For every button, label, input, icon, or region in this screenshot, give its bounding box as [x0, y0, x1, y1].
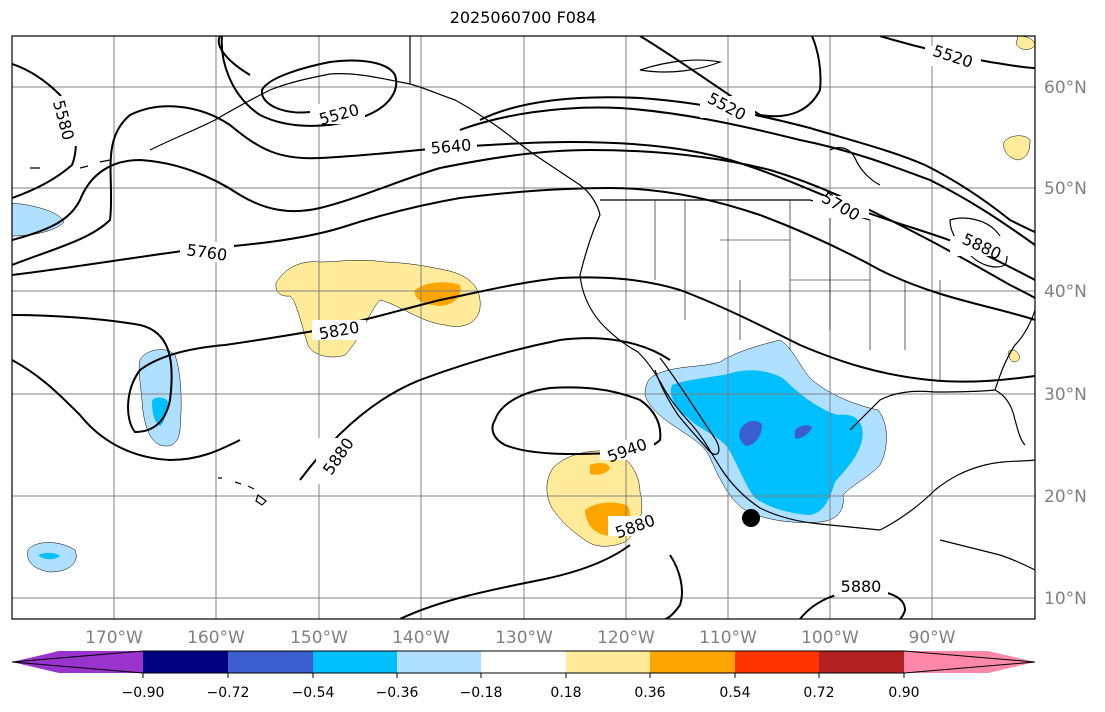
- colorbar-tick-label: −0.54: [292, 685, 335, 701]
- anomaly-shading: [12, 36, 1035, 573]
- gridlines: [12, 36, 1035, 619]
- colorbar-segment: [397, 651, 481, 673]
- lat-tick-label: 30°N: [1044, 385, 1087, 405]
- lon-tick-label: 170°W: [85, 628, 143, 648]
- coastlines: [30, 36, 1035, 571]
- lon-tick-label: 140°W: [392, 628, 450, 648]
- colorbar-tick-label: 0.90: [888, 685, 919, 701]
- colorbar-segment: [313, 651, 397, 673]
- lon-tick-label: 160°W: [187, 628, 245, 648]
- colorbar-segment: [566, 651, 650, 673]
- colorbar-segment: [819, 651, 904, 673]
- lat-tick-label: 20°N: [1044, 487, 1087, 507]
- colorbar-segment: [650, 651, 735, 673]
- colorbar-tick-label: 0.18: [550, 685, 581, 701]
- lon-tick-label: 120°W: [597, 628, 655, 648]
- lon-tick-label: 100°W: [801, 628, 859, 648]
- lon-tick-label: 150°W: [290, 628, 348, 648]
- colorbar-tick-label: −0.36: [376, 685, 419, 701]
- lat-tick-label: 50°N: [1044, 179, 1087, 199]
- colorbar-segment: [735, 651, 819, 673]
- lat-tick-label: 10°N: [1044, 589, 1087, 609]
- latitude-ticks: 10°N 20°N 30°N 40°N 50°N 60°N: [1044, 78, 1087, 609]
- lat-tick-label: 60°N: [1044, 78, 1087, 98]
- colorbar-tick-label: −0.18: [460, 685, 503, 701]
- colorbar-tick-label: −0.72: [207, 685, 250, 701]
- colorbar-extend-min: [12, 651, 143, 673]
- colorbar-extend-max: [904, 651, 1035, 673]
- colorbar-tick-label: −0.90: [122, 685, 165, 701]
- longitude-ticks: 170°W 160°W 150°W 140°W 130°W 120°W 110°…: [85, 628, 956, 648]
- colorbar: [11, 650, 1036, 678]
- lon-tick-label: 130°W: [495, 628, 553, 648]
- colorbar-tick-label: 0.72: [803, 685, 834, 701]
- contour-label: 5640: [430, 135, 472, 157]
- colorbar-segment: [228, 651, 313, 673]
- lat-tick-label: 40°N: [1044, 282, 1087, 302]
- map-frame: [11, 35, 1036, 620]
- lon-tick-label: 90°W: [909, 628, 956, 648]
- contour-label: 5880: [841, 577, 882, 596]
- location-marker: [742, 509, 760, 527]
- colorbar-segment: [143, 651, 228, 673]
- colorbar-tick-label: 0.54: [719, 685, 750, 701]
- colorbar-labels: −0.90 −0.72 −0.54 −0.36 −0.18 0.18 0.36 …: [122, 685, 920, 701]
- colorbar-segment: [481, 651, 566, 673]
- map-title: 2025060700 F084: [449, 8, 597, 27]
- colorbar-tick-label: 0.36: [634, 685, 665, 701]
- lon-tick-label: 110°W: [699, 628, 757, 648]
